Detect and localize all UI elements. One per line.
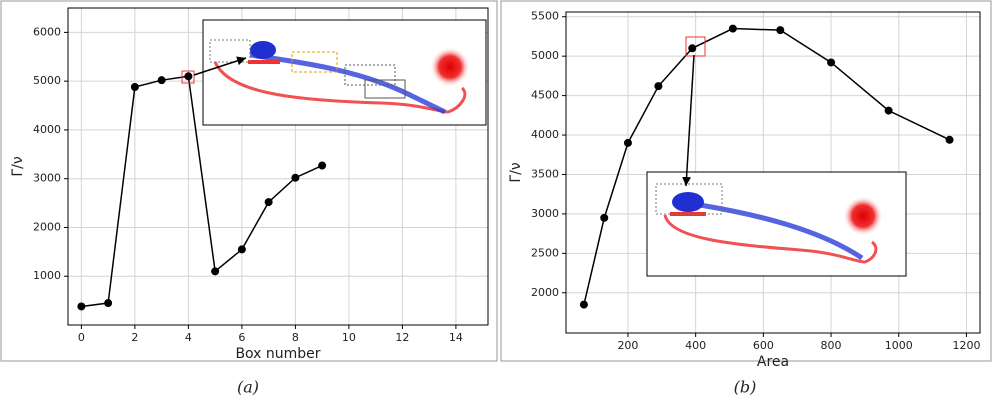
point — [776, 26, 785, 35]
y-tick-label: 1000 — [33, 269, 61, 282]
point — [654, 82, 663, 91]
y-tick-label: 4500 — [531, 89, 559, 102]
line — [81, 75, 323, 308]
arrow — [193, 56, 247, 76]
y-tick-label: 4000 — [531, 128, 559, 141]
point — [130, 83, 139, 92]
y-tick-label: 3500 — [531, 167, 559, 180]
caption: (b) — [734, 378, 757, 397]
x-tick-label: 8 — [292, 331, 299, 344]
point — [211, 267, 220, 276]
x-tick-label: 800 — [821, 339, 842, 352]
point — [945, 135, 954, 144]
x-tick-label: 600 — [753, 339, 774, 352]
point — [264, 198, 273, 207]
point — [318, 161, 327, 170]
y-axis-label: Γ/ν — [10, 156, 26, 177]
y-tick-label: 5500 — [531, 10, 559, 23]
x-tick-label: 4 — [185, 331, 192, 344]
arrow — [682, 54, 695, 187]
point — [600, 213, 609, 222]
y-tick-label: 3000 — [531, 207, 559, 220]
point — [728, 24, 737, 33]
x-tick-label: 12 — [395, 331, 409, 344]
point — [184, 72, 193, 81]
y-tick-label: 4000 — [33, 123, 61, 136]
inset-image — [646, 171, 907, 277]
point — [827, 58, 836, 67]
point — [104, 299, 113, 308]
x-tick-label: 14 — [449, 331, 463, 344]
x-axis-label: Box number — [235, 346, 320, 362]
y-tick-label: 6000 — [33, 25, 61, 38]
x-tick-label: 2 — [131, 331, 138, 344]
x-tick-label: 200 — [617, 339, 638, 352]
x-tick-label: 0 — [78, 331, 85, 344]
point — [77, 302, 86, 311]
point — [579, 300, 588, 309]
axes-frame — [67, 7, 489, 326]
y-tick-label: 5000 — [33, 74, 61, 87]
inset-image — [202, 19, 487, 126]
y-tick-label: 5000 — [531, 49, 559, 62]
point — [688, 44, 697, 53]
y-tick-label: 3000 — [33, 172, 61, 185]
panel-frame — [0, 0, 498, 362]
x-tick-label: 6 — [238, 331, 245, 344]
point — [237, 245, 246, 254]
x-tick-label: 400 — [685, 339, 706, 352]
point — [884, 106, 893, 115]
point — [623, 138, 632, 147]
highlight-box — [685, 36, 706, 57]
point — [157, 76, 166, 85]
x-tick-label: 1000 — [885, 339, 913, 352]
highlight-box — [181, 70, 195, 84]
x-tick-label: 1200 — [952, 339, 980, 352]
y-tick-label: 2000 — [33, 220, 61, 233]
y-axis-label: Γ/ν — [508, 162, 524, 183]
line — [583, 27, 950, 305]
panel-frame — [500, 0, 992, 362]
x-tick-label: 10 — [342, 331, 356, 344]
y-tick-label: 2000 — [531, 286, 559, 299]
caption: (a) — [237, 378, 259, 397]
point — [291, 173, 300, 182]
axes-frame — [565, 11, 981, 334]
x-axis-label: Area — [757, 354, 789, 370]
y-tick-label: 2500 — [531, 246, 559, 259]
